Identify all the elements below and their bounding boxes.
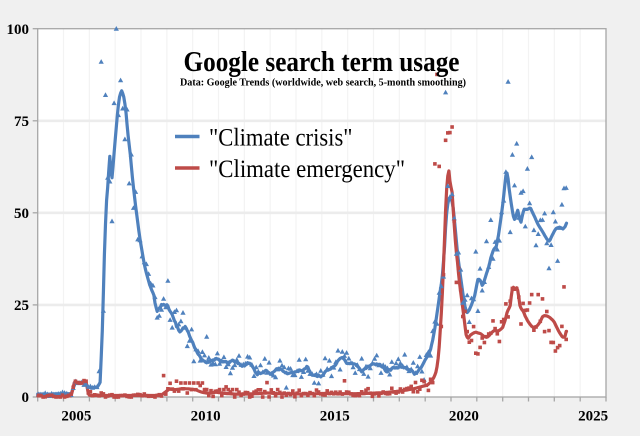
svg-text:"Climate crisis": "Climate crisis"	[209, 125, 353, 152]
svg-text:75: 75	[14, 114, 29, 130]
svg-text:"Climate emergency": "Climate emergency"	[209, 156, 405, 183]
svg-text:50: 50	[14, 206, 29, 222]
svg-text:2010: 2010	[191, 409, 221, 425]
svg-text:2015: 2015	[320, 409, 350, 425]
svg-text:Google search term usage: Google search term usage	[184, 46, 460, 78]
svg-text:2025: 2025	[578, 409, 608, 425]
svg-text:100: 100	[7, 22, 30, 38]
svg-text:0: 0	[22, 390, 30, 406]
svg-text:25: 25	[14, 298, 29, 314]
svg-text:2020: 2020	[449, 409, 479, 425]
svg-text:Data: Google Trends (worldwide: Data: Google Trends (worldwide, web sear…	[180, 77, 466, 89]
svg-text:2005: 2005	[61, 409, 91, 425]
